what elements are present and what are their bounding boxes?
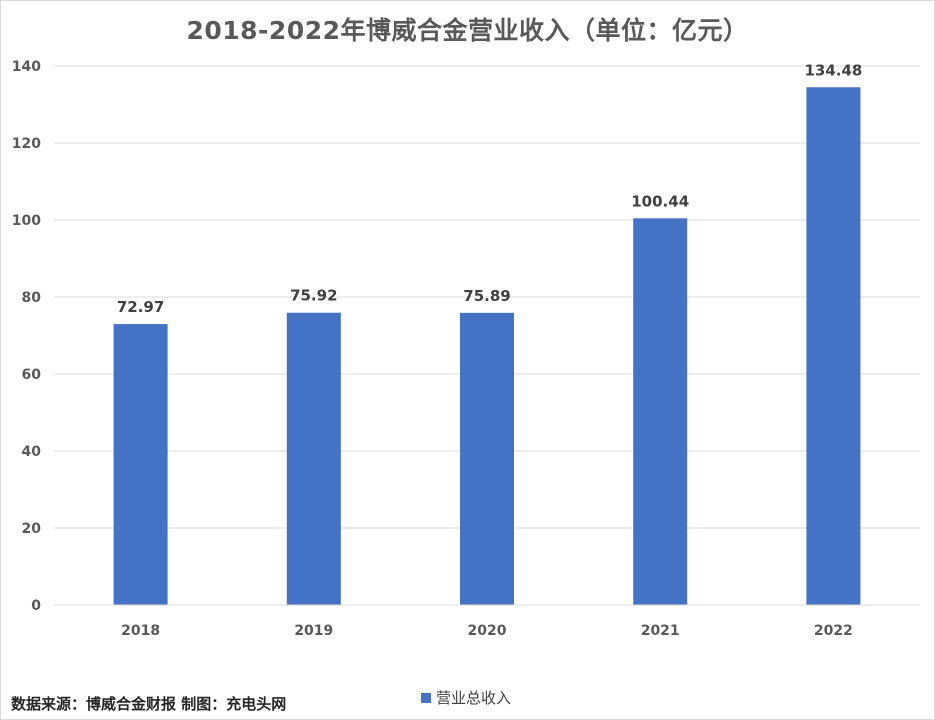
- x-tick-label-2019: 2019: [294, 623, 333, 639]
- x-tick-label-2020: 2020: [468, 623, 507, 639]
- data-label-2019: 75.92: [290, 287, 337, 305]
- y-tick-label-0: 0: [31, 598, 41, 614]
- data-label-2021: 100.44: [631, 192, 689, 210]
- y-tick-label-60: 60: [22, 367, 42, 383]
- y-tick-label-40: 40: [22, 444, 42, 460]
- legend-label: 营业总收入: [436, 689, 512, 707]
- y-tick-label-20: 20: [22, 521, 42, 537]
- bar-2022: [806, 87, 861, 605]
- bar-2018: [113, 324, 168, 605]
- x-tick-label-2021: 2021: [641, 623, 680, 639]
- legend: 营业总收入: [421, 687, 511, 708]
- bar-2020: [460, 312, 514, 605]
- y-tick-label-100: 100: [12, 213, 41, 229]
- data-label-2022: 134.48: [804, 61, 862, 79]
- chart-title: 2018-2022年博威合金营业收入（单位：亿元）: [186, 16, 749, 45]
- source-note: 数据来源：博威合金财报 制图：充电头网: [11, 695, 287, 713]
- x-tick-label-2022: 2022: [814, 623, 853, 639]
- bar-2019: [286, 312, 341, 605]
- x-tick-label-2018: 2018: [121, 623, 160, 639]
- y-tick-label-80: 80: [22, 290, 42, 306]
- data-label-2020: 75.89: [463, 287, 510, 305]
- y-tick-label-120: 120: [12, 136, 41, 152]
- legend-swatch: [421, 692, 431, 703]
- y-tick-label-140: 140: [12, 59, 41, 75]
- bar-2021: [633, 218, 688, 605]
- data-label-2018: 72.97: [117, 298, 164, 316]
